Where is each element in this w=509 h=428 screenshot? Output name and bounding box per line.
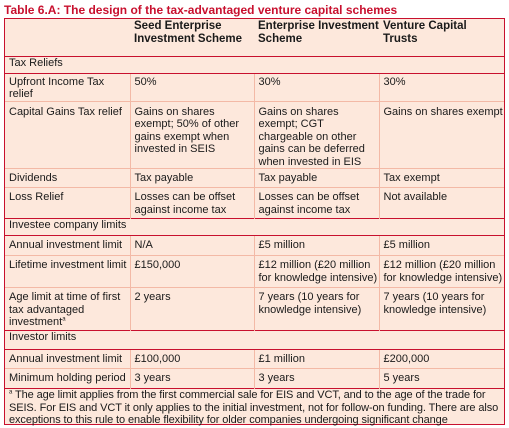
column-header-eis: Enterprise Investment Scheme (258, 20, 379, 45)
footnote-marker: a (9, 389, 13, 396)
cell-seis: £150,000 (130, 255, 255, 288)
cell-seis: N/A (130, 235, 255, 256)
column-header-vct: Venture Capital Trusts (383, 20, 467, 45)
cell-vct: Not available (379, 187, 504, 219)
row-label: Age limit at time of first tax advantage… (5, 287, 131, 331)
section-heading-investee-company-limits: Investee company limits (5, 218, 504, 236)
cell-vct: £200,000 (383, 353, 430, 365)
cell-vct: 30% (383, 75, 406, 88)
cell-eis: £1 million (254, 349, 380, 369)
row-label: Upfront Income Tax relief (5, 73, 131, 101)
cell-seis: Tax payable (130, 168, 255, 188)
cell-vct: 7 years (10 years for knowledge intensiv… (379, 287, 504, 331)
footnote-text: The age limit applies from the first com… (9, 389, 499, 426)
table-frame: Seed Enterprise Investment Scheme Enterp… (4, 18, 505, 427)
cell-seis: 2 years (130, 287, 255, 331)
cell-eis: Losses can be offset against income tax (254, 187, 380, 219)
cell-vct: Tax exempt (379, 168, 504, 188)
cell-vct: £5 million (383, 239, 430, 251)
cell-seis: £100,000 (130, 349, 255, 369)
cell-eis: 30% (254, 73, 380, 101)
cell-eis: Gains on shares exempt; CGT chargeable o… (254, 100, 380, 169)
cell-eis: £12 million (£20 million for knowledge i… (254, 255, 380, 288)
row-label: Annual investment limit (5, 349, 131, 369)
cell-vct: Gains on shares exempt (379, 100, 504, 169)
cell-seis: 3 years (130, 368, 255, 389)
row-label: Annual investment limit (5, 235, 131, 256)
scheme-comparison-table: Seed Enterprise Investment Scheme Enterp… (5, 19, 504, 427)
table-title: Table 6.A: The design of the tax-advanta… (4, 3, 398, 17)
cell-eis: 3 years (254, 368, 380, 389)
cell-eis: £5 million (254, 235, 380, 256)
cell-vct: 5 years (379, 368, 504, 389)
row-label: Loss Relief (5, 187, 131, 219)
footnote: a The age limit applies from the first c… (5, 388, 504, 427)
row-label: Capital Gains Tax relief (5, 100, 131, 169)
section-heading-tax-reliefs: Tax Reliefs (5, 55, 504, 74)
row-label-text: Age limit at time of first tax advantage… (9, 291, 121, 328)
cell-seis: Gains on shares exempt; 50% of other gai… (130, 100, 255, 169)
cell-vct: £12 million (£20 million for knowledge i… (379, 255, 504, 288)
cell-seis: 50% (130, 73, 255, 101)
row-label: Dividends (5, 168, 131, 188)
section-heading-investor-limits: Investor limits (5, 330, 504, 350)
footnote-marker: a (62, 316, 66, 323)
column-header-blank (5, 19, 130, 56)
cell-seis: Losses can be offset against income tax (130, 187, 255, 219)
column-header-seis: Seed Enterprise Investment Scheme (134, 20, 243, 45)
cell-eis: Tax payable (254, 168, 380, 188)
cell-eis: 7 years (10 years for knowledge intensiv… (254, 287, 380, 331)
row-label: Lifetime investment limit (5, 255, 131, 288)
row-label: Minimum holding period (5, 368, 131, 389)
